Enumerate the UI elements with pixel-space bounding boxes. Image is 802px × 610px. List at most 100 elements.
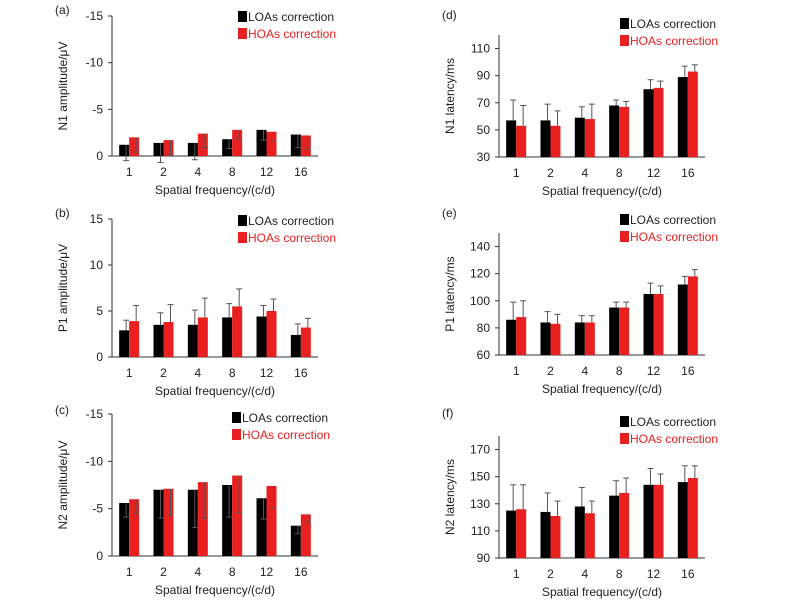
bar-hoas — [584, 322, 595, 355]
legend-swatch-loas — [238, 11, 247, 22]
bar-hoas — [687, 276, 698, 355]
y-axis-title: P1 amplitude/μV — [56, 244, 70, 332]
legend-swatch-loas — [620, 214, 629, 225]
bar-hoas — [653, 87, 664, 157]
x-tick-label: 2 — [160, 565, 167, 579]
bar-loas — [187, 489, 198, 556]
legend-label-loas: LOAs correction — [630, 415, 716, 429]
x-tick-label: 8 — [229, 366, 236, 380]
bar-loas — [643, 89, 654, 157]
x-tick-label: 4 — [194, 165, 201, 179]
legend-label-hoas: HOAs correction — [630, 230, 718, 244]
x-tick-label: 16 — [681, 364, 695, 378]
bar-hoas — [584, 119, 595, 157]
bar-hoas — [163, 488, 174, 556]
bar-hoas — [163, 322, 174, 357]
x-tick-label: 2 — [547, 567, 554, 581]
bar-loas — [256, 316, 267, 357]
x-tick-label: 8 — [229, 565, 236, 579]
x-tick-label: 1 — [126, 565, 133, 579]
y-tick-label: 0 — [96, 350, 103, 364]
bar-loas — [290, 134, 301, 156]
bar-hoas — [232, 129, 243, 156]
y-tick-label: 90 — [477, 551, 491, 565]
bar-hoas — [516, 317, 527, 355]
y-axis-title: N1 amplitude/μV — [56, 42, 70, 131]
y-tick-label: 150 — [470, 470, 490, 484]
bar-loas — [119, 502, 130, 556]
bar-loas — [119, 144, 130, 156]
x-axis-title: Spatial frequency/(c/d) — [542, 184, 662, 198]
bar-hoas — [129, 137, 140, 156]
x-tick-label: 1 — [513, 364, 520, 378]
legend-label-loas: LOAs correction — [630, 17, 716, 31]
y-tick-label: 5 — [96, 304, 103, 318]
x-tick-label: 16 — [681, 166, 695, 180]
legend-swatch-hoas — [232, 429, 241, 440]
bar-hoas — [300, 514, 311, 556]
bar-loas — [119, 330, 130, 357]
legend-label-hoas: HOAs correction — [248, 27, 336, 41]
bar-hoas — [584, 513, 595, 558]
x-tick-label: 16 — [294, 165, 308, 179]
bar-loas — [222, 317, 233, 357]
bar-hoas — [197, 133, 208, 156]
x-tick-label: 8 — [616, 567, 623, 581]
legend-swatch-hoas — [238, 232, 247, 243]
bar-loas — [187, 324, 198, 357]
bar-loas — [506, 319, 517, 355]
legend-swatch-hoas — [620, 35, 629, 46]
bar-hoas — [653, 484, 664, 558]
x-axis-title: Spatial frequency/(c/d) — [542, 585, 662, 599]
y-tick-label: 0 — [96, 149, 103, 163]
x-tick-label: 8 — [229, 165, 236, 179]
bar-loas — [187, 142, 198, 156]
bar-hoas — [232, 306, 243, 357]
bar-loas — [540, 511, 551, 558]
bar-loas — [540, 322, 551, 355]
legend-swatch-loas — [620, 416, 629, 427]
x-tick-label: 12 — [260, 165, 274, 179]
x-tick-label: 4 — [581, 567, 588, 581]
x-tick-label: 8 — [616, 364, 623, 378]
legend-swatch-loas — [232, 412, 241, 423]
y-tick-label: 70 — [477, 96, 491, 110]
panel-letter: (b) — [55, 206, 70, 220]
x-tick-label: 16 — [294, 565, 308, 579]
legend-swatch-hoas — [620, 433, 629, 444]
bar-hoas — [550, 323, 561, 355]
bar-loas — [609, 495, 620, 558]
y-tick-label: 90 — [477, 69, 491, 83]
y-tick-label: -5 — [92, 102, 103, 116]
legend-swatch-loas — [620, 18, 629, 29]
bar-hoas — [197, 482, 208, 556]
bar-loas — [574, 322, 585, 355]
bar-loas — [256, 129, 267, 156]
y-tick-label: 100 — [470, 294, 490, 308]
x-tick-label: 4 — [581, 166, 588, 180]
x-tick-label: 12 — [260, 366, 274, 380]
x-tick-label: 8 — [616, 166, 623, 180]
bar-hoas — [516, 125, 527, 157]
bar-hoas — [300, 327, 311, 357]
bar-loas — [153, 489, 164, 556]
y-tick-label: 140 — [470, 240, 490, 254]
y-tick-label: 170 — [470, 443, 490, 457]
y-tick-label: 120 — [470, 267, 490, 281]
bar-loas — [222, 485, 233, 556]
bar-loas — [540, 120, 551, 157]
y-axis-title: N2 amplitude/μV — [56, 441, 70, 530]
x-tick-label: 12 — [647, 567, 661, 581]
bar-loas — [506, 120, 517, 157]
x-tick-label: 4 — [194, 565, 201, 579]
y-axis-title: N2 latency/ms — [443, 459, 457, 535]
bar-loas — [290, 525, 301, 556]
y-tick-label: -10 — [86, 454, 104, 468]
bar-loas — [290, 334, 301, 357]
bar-loas — [677, 482, 688, 558]
x-tick-label: 12 — [260, 565, 274, 579]
